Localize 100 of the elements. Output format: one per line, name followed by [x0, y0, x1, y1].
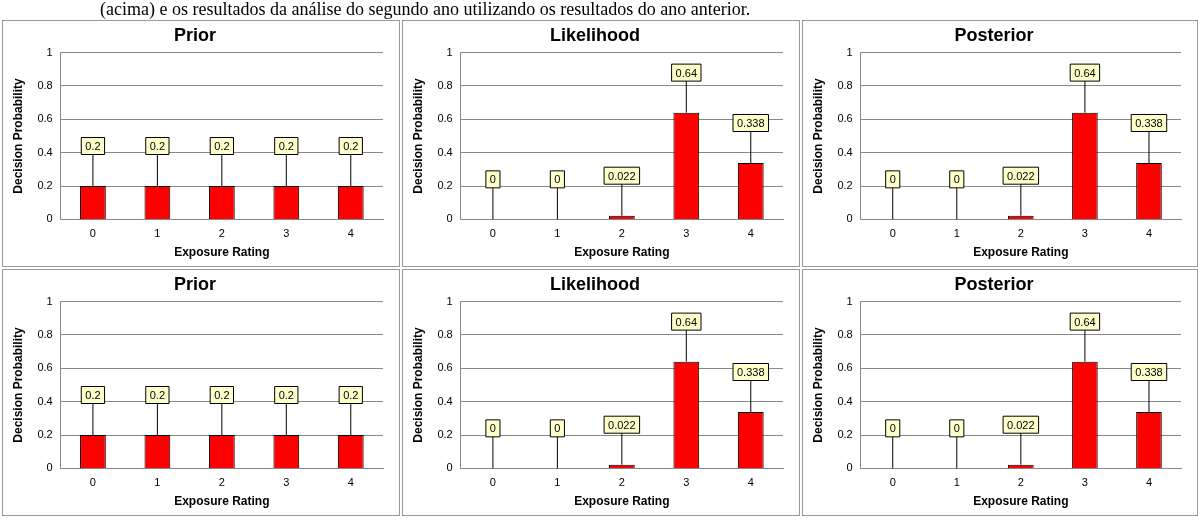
y-tick-label: 0.2: [37, 179, 53, 192]
y-axis-title: Decision Probability: [10, 77, 25, 194]
x-tick-label: 1: [953, 476, 960, 489]
x-tick-label: 0: [89, 476, 96, 489]
x-tick-label: 2: [218, 227, 225, 240]
x-tick-label: 1: [554, 227, 561, 240]
data-label: 0: [554, 173, 561, 186]
y-tick-label: 1: [46, 45, 53, 58]
y-tick-label: 0: [46, 461, 53, 474]
x-axis-title: Exposure Rating: [973, 494, 1069, 509]
y-tick-label: 0: [446, 461, 453, 474]
x-tick-label: 4: [747, 227, 754, 240]
data-label: 0.2: [149, 389, 166, 402]
data-label: 0.022: [1007, 418, 1035, 431]
x-axis-title: Exposure Rating: [174, 494, 270, 509]
data-label: 0.2: [278, 389, 294, 402]
data-label: 0: [889, 422, 896, 435]
y-tick-label: 0.8: [37, 78, 53, 91]
data-label: 0.64: [1074, 315, 1096, 328]
y-tick-label: 0.4: [437, 394, 453, 407]
x-tick-label: 2: [618, 227, 625, 240]
y-tick-label: 0.8: [437, 327, 453, 340]
data-label: 0: [489, 422, 496, 435]
y-tick-label: 0.4: [837, 394, 853, 407]
y-tick-label: 1: [446, 294, 453, 307]
y-tick-label: 0.8: [837, 78, 853, 91]
x-tick-label: 1: [953, 227, 960, 240]
data-label: 0.2: [149, 140, 166, 153]
x-tick-label: 1: [554, 476, 561, 489]
y-tick-label: 0.2: [437, 428, 453, 441]
data-label: 0.2: [214, 389, 230, 402]
y-tick-label: 0.2: [837, 179, 853, 192]
x-tick-label: 4: [747, 476, 754, 489]
y-axis-title: Decision Probability: [410, 77, 425, 194]
y-tick-label: 0: [446, 212, 453, 225]
x-tick-label: 0: [889, 227, 896, 240]
y-tick-label: 0.6: [837, 361, 853, 374]
y-tick-label: 0.4: [37, 145, 53, 158]
chart-title: Likelihood: [550, 273, 640, 294]
x-tick-label: 4: [347, 476, 354, 489]
x-tick-label: 1: [154, 227, 161, 240]
y-tick-label: 0.4: [37, 394, 53, 407]
data-label: 0.64: [675, 66, 698, 79]
x-tick-label: 3: [683, 227, 690, 240]
y-tick-label: 0.2: [37, 428, 53, 441]
data-label: 0: [489, 173, 496, 186]
x-tick-label: 2: [1017, 227, 1024, 240]
y-tick-label: 0: [46, 212, 53, 225]
x-tick-label: 3: [1081, 227, 1088, 240]
chart-title: Posterior: [954, 24, 1034, 45]
data-label: 0.2: [278, 140, 294, 153]
y-tick-label: 0.2: [437, 179, 453, 192]
y-tick-label: 0.8: [437, 78, 453, 91]
x-tick-label: 4: [1145, 476, 1153, 489]
data-label: 0.022: [608, 418, 636, 431]
data-label: 0.64: [675, 315, 698, 328]
y-tick-label: 0.8: [37, 327, 53, 340]
y-tick-label: 0.2: [837, 428, 853, 441]
y-tick-label: 0.6: [37, 112, 53, 125]
x-tick-label: 2: [218, 476, 225, 489]
x-tick-label: 4: [1145, 227, 1153, 240]
y-axis-title: Decision Probability: [10, 326, 25, 443]
data-label: 0.338: [1135, 366, 1163, 379]
data-label: 0.338: [737, 117, 765, 130]
data-label: 0.64: [1074, 66, 1096, 79]
data-label: 0.338: [1135, 117, 1163, 130]
chart-title: Likelihood: [550, 24, 640, 45]
data-label: 0.2: [343, 140, 359, 153]
x-tick-label: 2: [618, 476, 625, 489]
data-label: 0.2: [214, 140, 230, 153]
x-tick-label: 0: [889, 476, 896, 489]
x-tick-label: 0: [489, 476, 496, 489]
x-tick-label: 2: [1017, 476, 1024, 489]
data-label: 0: [953, 173, 960, 186]
y-tick-label: 1: [846, 45, 853, 58]
data-label: 0.338: [737, 366, 765, 379]
y-axis-title: Decision Probability: [810, 77, 825, 194]
x-tick-label: 0: [89, 227, 96, 240]
y-tick-label: 1: [46, 294, 53, 307]
chart-title: Prior: [173, 24, 217, 45]
x-tick-label: 3: [683, 476, 690, 489]
data-label: 0.2: [85, 389, 101, 402]
y-axis-title: Decision Probability: [810, 326, 825, 443]
x-tick-label: 0: [489, 227, 496, 240]
x-axis-title: Exposure Rating: [574, 494, 670, 509]
y-tick-label: 1: [846, 294, 853, 307]
chart-title: Prior: [173, 273, 217, 294]
x-axis-title: Exposure Rating: [574, 245, 670, 260]
y-tick-label: 0.6: [37, 361, 53, 374]
chart-title: Posterior: [954, 273, 1034, 294]
data-label: 0.022: [1007, 169, 1035, 182]
y-tick-label: 0.4: [437, 145, 453, 158]
y-tick-label: 0.6: [437, 361, 453, 374]
y-tick-label: 0.6: [437, 112, 453, 125]
x-tick-label: 3: [283, 476, 290, 489]
y-tick-label: 1: [446, 45, 453, 58]
y-axis-title: Decision Probability: [410, 326, 425, 443]
data-label: 0: [953, 422, 960, 435]
x-tick-label: 1: [154, 476, 161, 489]
x-tick-label: 4: [347, 227, 354, 240]
